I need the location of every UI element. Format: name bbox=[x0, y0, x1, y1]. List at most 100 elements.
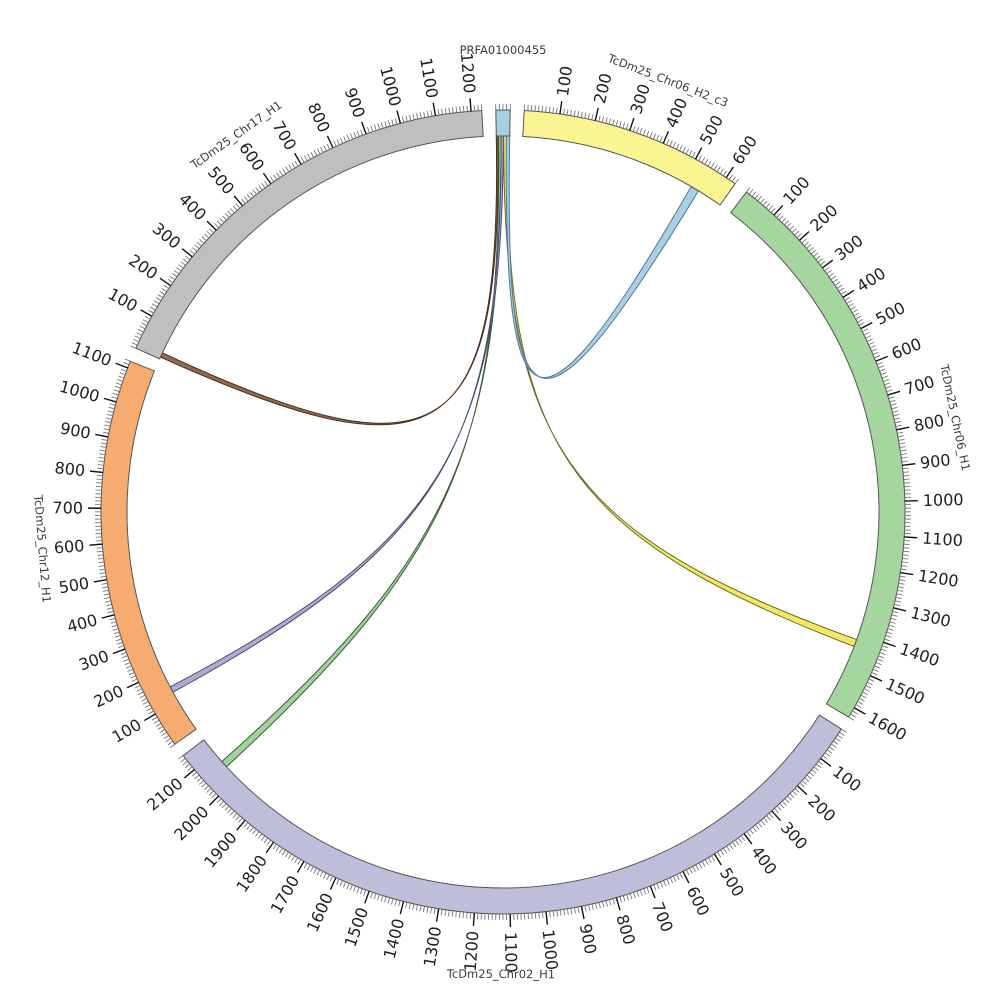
tick-label-TcDm25_Chr02_H1-700: 700 bbox=[648, 899, 677, 934]
minor-tick bbox=[416, 113, 419, 120]
minor-tick bbox=[901, 565, 908, 567]
minor-tick bbox=[765, 203, 771, 209]
minor-tick bbox=[98, 561, 105, 564]
minor-tick bbox=[642, 129, 646, 136]
minor-tick bbox=[130, 675, 137, 679]
minor-tick bbox=[273, 174, 278, 180]
major-tick bbox=[796, 785, 808, 796]
minor-tick bbox=[313, 867, 317, 874]
major-tick bbox=[364, 890, 370, 904]
tick-label-TcDm25_Chr06_H1-900: 900 bbox=[919, 450, 952, 472]
segment-label-TcDm25_Chr12_H1: TcDm25_Chr12_H1 bbox=[31, 493, 54, 603]
minor-tick bbox=[863, 688, 870, 692]
tick-label-TcDm25_Chr17_H1-500: 500 bbox=[204, 163, 238, 199]
minor-tick bbox=[319, 871, 324, 877]
minor-tick bbox=[591, 903, 594, 910]
segment-label-PRFA01000455: PRFA01000455 bbox=[460, 43, 547, 57]
major-tick bbox=[820, 757, 832, 767]
minor-tick bbox=[880, 648, 887, 652]
minor-tick bbox=[892, 610, 899, 614]
minor-tick bbox=[862, 691, 869, 696]
minor-tick bbox=[577, 111, 580, 118]
minor-tick bbox=[192, 247, 198, 252]
minor-tick bbox=[106, 413, 113, 417]
major-tick bbox=[853, 707, 866, 715]
minor-tick bbox=[101, 438, 108, 441]
tick-label-TcDm25_Chr02_H1-1200: 1200 bbox=[461, 930, 483, 972]
minor-tick bbox=[105, 421, 112, 424]
minor-tick bbox=[632, 125, 636, 132]
minor-tick bbox=[235, 203, 241, 209]
minor-tick bbox=[119, 372, 126, 376]
minor-tick bbox=[871, 671, 878, 676]
minor-tick bbox=[899, 575, 906, 578]
minor-tick bbox=[194, 774, 200, 780]
minor-tick bbox=[194, 244, 200, 250]
minor-tick bbox=[97, 464, 104, 466]
minor-tick bbox=[734, 178, 739, 185]
minor-tick bbox=[462, 912, 465, 919]
minor-tick bbox=[818, 760, 824, 766]
minor-tick bbox=[804, 777, 810, 783]
minor-tick bbox=[419, 112, 422, 119]
minor-tick bbox=[884, 382, 891, 386]
minor-tick bbox=[625, 123, 629, 130]
minor-tick bbox=[182, 258, 189, 263]
minor-tick bbox=[150, 306, 156, 311]
minor-tick bbox=[353, 885, 357, 892]
minor-tick bbox=[570, 109, 573, 116]
major-tick bbox=[208, 795, 220, 806]
minor-tick bbox=[356, 130, 360, 137]
minor-tick bbox=[789, 793, 795, 799]
minor-tick bbox=[891, 614, 898, 617]
minor-tick bbox=[157, 294, 164, 299]
minor-tick bbox=[161, 287, 168, 293]
minor-tick bbox=[811, 769, 817, 774]
minor-tick bbox=[570, 908, 573, 915]
minor-tick bbox=[422, 906, 425, 913]
minor-tick bbox=[241, 198, 246, 204]
link-PRFA01000455-to-TcDm25_Chr12_H1 bbox=[169, 135, 504, 693]
minor-tick bbox=[270, 176, 275, 182]
minor-tick bbox=[232, 813, 238, 819]
minor-tick bbox=[710, 855, 715, 862]
minor-tick bbox=[900, 453, 907, 456]
minor-tick bbox=[282, 168, 287, 174]
major-tick bbox=[545, 911, 549, 925]
major-tick bbox=[896, 426, 910, 431]
minor-tick bbox=[710, 162, 715, 169]
tick-label-TcDm25_Chr17_H1-100: 100 bbox=[105, 284, 141, 315]
minor-tick bbox=[346, 883, 350, 890]
tick-label-TcDm25_Chr12_H1-200: 200 bbox=[91, 681, 127, 711]
minor-tick bbox=[99, 568, 106, 571]
minor-tick bbox=[734, 839, 740, 846]
major-tick bbox=[326, 135, 334, 149]
minor-tick bbox=[313, 150, 318, 156]
minor-tick bbox=[865, 335, 872, 339]
major-tick bbox=[713, 853, 722, 866]
minor-tick bbox=[717, 851, 722, 858]
minor-tick bbox=[639, 889, 643, 896]
major-tick bbox=[725, 166, 735, 179]
major-tick bbox=[265, 841, 275, 854]
minor-tick bbox=[894, 421, 901, 424]
minor-tick bbox=[669, 140, 673, 147]
minor-tick bbox=[679, 145, 683, 152]
minor-tick bbox=[831, 743, 837, 748]
minor-tick bbox=[615, 120, 619, 127]
minor-tick bbox=[167, 740, 174, 746]
minor-tick bbox=[852, 710, 858, 715]
minor-tick bbox=[622, 122, 626, 129]
major-tick bbox=[262, 172, 272, 185]
minor-tick bbox=[359, 888, 363, 895]
minor-tick bbox=[801, 780, 808, 785]
minor-tick bbox=[96, 474, 103, 477]
major-tick bbox=[361, 121, 367, 135]
minor-tick bbox=[899, 446, 906, 448]
minor-tick bbox=[580, 111, 583, 118]
minor-tick bbox=[97, 554, 104, 556]
major-tick bbox=[875, 355, 888, 362]
minor-tick bbox=[789, 225, 795, 231]
minor-tick bbox=[763, 817, 768, 823]
minor-tick bbox=[890, 617, 897, 621]
